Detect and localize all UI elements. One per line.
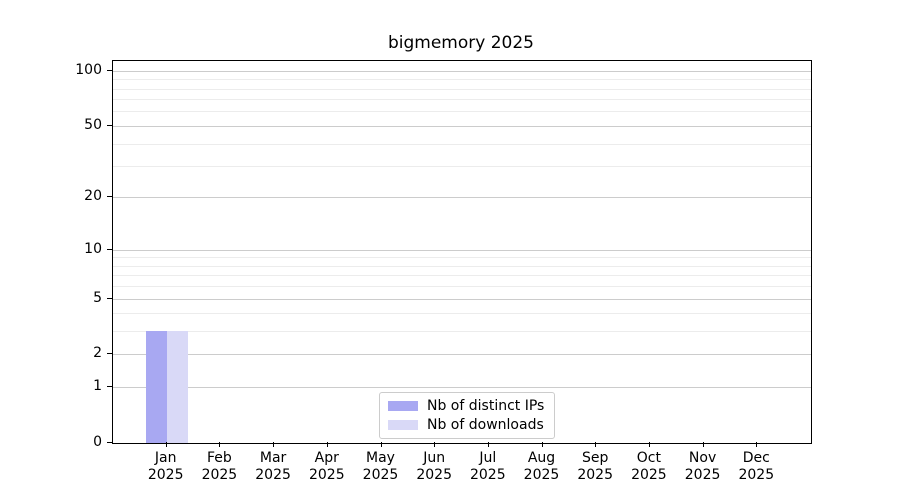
x-tick-label-dec: Dec 2025 [738,450,775,483]
x-axis-tick-mark-jan [165,442,167,447]
gridline-minor-80 [113,88,811,90]
x-tick-label-jan: Jan 2025 [147,450,184,483]
x-tick-label-sep: Sep 2025 [577,450,613,483]
gridline-major-5 [113,298,811,300]
gridline-major-10 [113,249,811,251]
plot-area [112,60,812,444]
legend-label-downloads: Nb of downloads [427,417,544,433]
legend-swatch-downloads [388,420,418,430]
x-axis-tick-mark-feb [219,442,221,447]
bar-nb-of-downloads-jan [166,331,188,443]
gridline-major-20 [113,197,811,199]
x-axis-tick-mark-oct [648,442,650,447]
legend: Nb of distinct IPs Nb of downloads [379,392,556,439]
x-tick-label-oct: Oct 2025 [631,450,667,483]
x-axis-tick-mark-aug [541,442,543,447]
y-tick-label-50: 50 [84,116,102,133]
legend-swatch-distinct-ips [388,401,418,411]
x-tick-label-jun: Jun 2025 [416,450,452,483]
x-axis-tick-mark-nov [702,442,704,447]
gridline-minor-7 [113,275,811,277]
gridline-minor-90 [113,79,811,81]
x-axis-tick-mark-may [380,442,382,447]
x-tick-label-mar: Mar 2025 [255,450,291,483]
x-tick-label-aug: Aug 2025 [523,450,560,483]
y-axis-tick-mark-10 [107,248,112,250]
gridline-minor-30 [113,166,811,167]
gridline-minor-4 [113,313,811,315]
y-axis-tick-mark-1 [107,386,112,388]
x-axis-tick-mark-jun [434,442,436,447]
x-tick-label-feb: Feb 2025 [201,450,238,483]
x-axis-tick-mark-apr [326,442,328,447]
gridline-major-2 [113,354,811,356]
y-axis-tick-mark-100 [107,69,112,71]
y-tick-label-5: 5 [93,289,102,306]
x-tick-label-nov: Nov 2025 [684,450,721,483]
x-tick-label-apr: Apr 2025 [308,450,345,483]
x-tick-label-jul: Jul 2025 [469,450,506,483]
y-tick-label-2: 2 [93,345,102,362]
x-axis-tick-mark-mar [273,442,275,447]
x-tick-label-may: May 2025 [362,450,399,483]
legend-item-downloads: Nb of downloads [388,417,544,433]
y-tick-label-0: 0 [93,434,102,450]
gridline-major-100 [113,70,811,72]
y-axis-tick-mark-2 [107,353,112,355]
gridline-minor-40 [113,143,811,145]
y-axis-tick-mark-50 [107,124,112,126]
chart-title: bigmemory 2025 [387,33,534,53]
x-axis-tick-mark-sep [595,442,597,447]
y-axis-tick-mark-5 [107,297,112,299]
gridline-minor-60 [113,111,811,113]
legend-label-distinct-ips: Nb of distinct IPs [427,398,545,414]
gridline-major-50 [113,125,811,127]
bar-nb-of-distinct-ips-jan [145,331,167,443]
gridline-minor-9 [113,257,811,259]
y-axis-tick-mark-0 [107,442,112,443]
legend-item-distinct-ips: Nb of distinct IPs [388,398,544,414]
x-axis-tick-mark-dec [756,442,758,447]
x-axis-tick-mark-jul [487,442,489,447]
y-tick-label-10: 10 [84,240,102,257]
gridline-major-1 [113,387,811,389]
gridline-minor-3 [113,331,811,333]
y-tick-label-100: 100 [75,61,102,78]
y-tick-label-1: 1 [93,378,102,395]
gridline-minor-6 [113,286,811,288]
gridline-minor-70 [113,99,811,101]
gridline-minor-8 [113,265,811,267]
y-axis-tick-mark-20 [107,196,112,198]
y-tick-label-20: 20 [84,188,102,205]
